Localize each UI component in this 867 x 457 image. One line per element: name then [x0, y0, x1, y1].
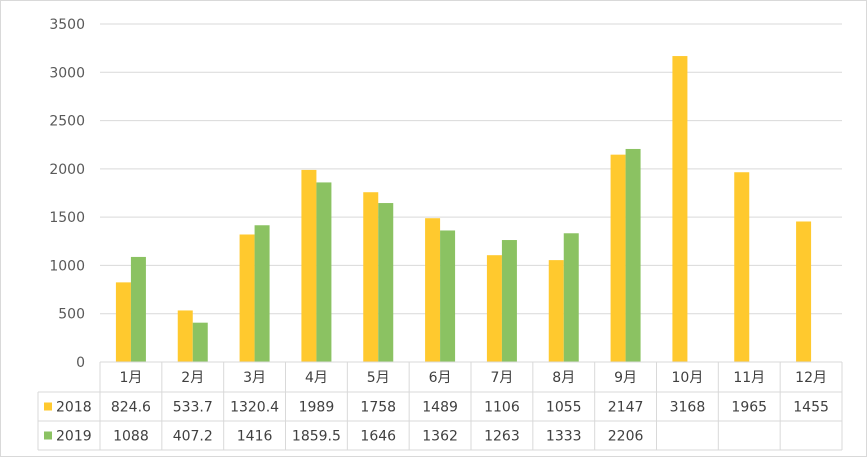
- category-label: 4月: [305, 370, 328, 386]
- data-label: 1416: [237, 429, 273, 445]
- data-label: 1859.5: [292, 429, 341, 445]
- bar-2018-7: [486, 255, 502, 362]
- bar-2018-1: [115, 282, 131, 362]
- category-label: 3月: [243, 370, 266, 386]
- category-label: 1月: [119, 370, 142, 386]
- data-label: 1088: [113, 429, 149, 445]
- category-label: 10月: [672, 370, 704, 386]
- bar-2018-3: [239, 234, 255, 362]
- legend-label: 2019: [56, 429, 92, 445]
- bar-2018-6: [425, 218, 441, 362]
- data-label: 1333: [546, 429, 582, 445]
- data-label: 407.2: [173, 429, 213, 445]
- category-label: 12月: [795, 370, 827, 386]
- data-label: 1489: [422, 400, 458, 416]
- gridlines: [100, 23, 842, 315]
- y-axis-ticks: 0 500 1000 1500 2000 2500 3000 3500: [49, 17, 85, 371]
- y-tick-label: 0: [76, 355, 85, 371]
- data-label: 1455: [793, 400, 829, 416]
- data-label: 1263: [484, 429, 520, 445]
- data-label: 1965: [731, 400, 767, 416]
- y-tick-label: 1000: [49, 258, 85, 274]
- data-label: 1989: [299, 400, 335, 416]
- bar-2019-9: [625, 148, 641, 362]
- bar-2019-1: [130, 256, 146, 362]
- bar-2019-3: [254, 225, 270, 362]
- category-label: 2月: [181, 370, 204, 386]
- category-label: 11月: [733, 370, 765, 386]
- y-tick-label: 3500: [49, 17, 85, 33]
- bar-2018-11: [734, 172, 750, 362]
- data-label: 1646: [360, 429, 396, 445]
- category-label: 6月: [429, 370, 452, 386]
- legend-key-2019: [44, 431, 52, 440]
- bar-2019-6: [440, 230, 456, 362]
- bar-2019-4: [316, 182, 332, 362]
- data-table: 1月 2月 3月 4月 5月 6月 7月 8月 9月 10月 11月 12月 2018 824.6 533.…: [37, 361, 843, 451]
- data-label: 3168: [670, 400, 706, 416]
- data-label: 2206: [608, 429, 644, 445]
- category-label: 8月: [552, 370, 575, 386]
- bar-2018-5: [363, 192, 379, 362]
- category-label: 9月: [614, 370, 637, 386]
- data-label: 1758: [360, 400, 396, 416]
- legend-key-2018: [44, 402, 52, 411]
- bar-2019-7: [501, 240, 517, 362]
- data-label: 824.6: [111, 400, 151, 416]
- data-label: 1106: [484, 400, 520, 416]
- bar-2018-10: [672, 56, 688, 363]
- bar-2019-5: [378, 203, 394, 362]
- data-label: 1055: [546, 400, 582, 416]
- y-tick-label: 1500: [49, 210, 85, 226]
- data-label: 1362: [422, 429, 458, 445]
- category-label: 7月: [490, 370, 513, 386]
- data-label: 533.7: [173, 400, 213, 416]
- y-tick-label: 2000: [49, 162, 85, 178]
- y-tick-label: 2500: [49, 114, 85, 130]
- bar-2018-12: [796, 221, 812, 362]
- legend-label: 2018: [56, 400, 92, 416]
- bar-2018-8: [548, 260, 564, 362]
- y-tick-label: 500: [58, 307, 85, 323]
- data-label: 1320.4: [230, 400, 279, 416]
- bar-2018-2: [177, 310, 193, 362]
- bar-2019-2: [192, 322, 208, 362]
- data-label: 2147: [608, 400, 644, 416]
- y-tick-label: 3000: [49, 65, 85, 81]
- bar-2019-8: [563, 233, 579, 362]
- bars: [115, 56, 812, 363]
- bar-2018-4: [301, 169, 317, 362]
- bar-2018-9: [610, 154, 626, 362]
- category-label: 5月: [367, 370, 390, 386]
